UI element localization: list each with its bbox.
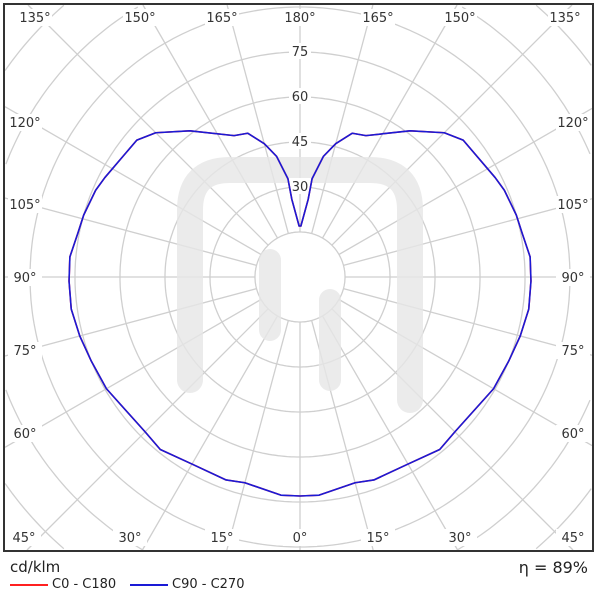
angle-label-bottom: 0° — [293, 531, 308, 546]
legend-item-c90-c270: C90 - C270 — [130, 577, 244, 592]
angle-label-bg — [361, 529, 395, 546]
grid-radial-line — [27, 4, 269, 246]
angle-label-bg — [556, 269, 590, 286]
grid-ring — [535, 4, 592, 66]
value-label-bg — [289, 88, 311, 104]
angle-label-bg — [556, 529, 590, 546]
angle-label-top: 150° — [444, 11, 475, 26]
series-curve-1 — [68, 130, 532, 497]
value-label-bg — [289, 133, 311, 149]
grid-radial-line — [4, 106, 262, 256]
angle-label-top: 165° — [362, 11, 393, 26]
angle-label-bg — [113, 529, 147, 546]
legend-swatch — [130, 583, 168, 586]
angle-label-bottom: 15° — [366, 531, 389, 546]
grid-ring — [535, 488, 592, 550]
angle-label-bg — [556, 425, 590, 442]
angle-label-left: 90° — [13, 271, 36, 286]
radial-tick-label: 75 — [292, 45, 309, 60]
angle-label-right: 90° — [561, 271, 584, 286]
grid-radial-line — [321, 4, 458, 239]
grid-radial-line — [4, 298, 262, 448]
plot-frame — [3, 3, 594, 552]
angle-label-right: 75° — [561, 344, 584, 359]
angle-label-bottom: 45° — [561, 531, 584, 546]
angle-label-bg — [443, 529, 477, 546]
grid-radial-line — [142, 4, 279, 239]
polar-grid — [4, 4, 593, 551]
grid-ring — [5, 6, 139, 165]
efficiency-label: η = 89% — [518, 558, 588, 577]
angle-label-bg — [443, 9, 477, 26]
angle-label-bottom: 15° — [210, 531, 233, 546]
angle-label-top: 150° — [124, 11, 155, 26]
angle-label-left: 120° — [9, 116, 40, 131]
angle-label-bottom: 45° — [12, 531, 35, 546]
angle-label-bg — [361, 9, 395, 26]
angle-label-bg — [8, 269, 42, 286]
grid-ring — [457, 399, 591, 551]
grid-radial-line — [331, 4, 573, 246]
angle-label-top: 180° — [284, 11, 315, 26]
angle-label-top: 135° — [549, 11, 580, 26]
angle-labels: 135° 150° 165° 180° 165° 150° 135° 45° 30° 15° 0° 1… — [7, 9, 590, 546]
unit-label: cd/klm — [10, 558, 61, 576]
angle-label-bg — [8, 425, 42, 442]
angle-label-bg — [205, 9, 239, 26]
angle-label-left: 60° — [13, 427, 36, 442]
angle-label-left: 75° — [13, 344, 36, 359]
radial-tick-label: 60 — [292, 90, 309, 105]
grid-radial-line — [226, 320, 289, 551]
grid-radial-line — [141, 315, 279, 551]
angle-label-top: 135° — [19, 11, 50, 26]
grid-radial-line — [321, 315, 459, 551]
angle-label-bottom: 30° — [118, 531, 141, 546]
grid-radial-line — [331, 308, 574, 551]
angle-label-right: 120° — [557, 116, 588, 131]
grid-radial-line — [338, 298, 593, 447]
grid-ring — [461, 6, 591, 155]
legend-item-c0-c180: C0 - C180 — [10, 577, 116, 592]
angle-label-bg — [205, 529, 239, 546]
angle-label-bg — [18, 9, 52, 26]
grid-radial-line — [338, 107, 593, 256]
angle-label-right: 60° — [561, 427, 584, 442]
grid-ring — [5, 389, 143, 551]
angle-label-bg — [7, 529, 41, 546]
angle-label-bottom: 30° — [448, 531, 471, 546]
value-label-bg — [289, 178, 311, 194]
grid-radial-line — [4, 197, 257, 266]
angle-label-bg — [8, 342, 42, 359]
angle-label-bg — [8, 114, 42, 131]
angle-label-bg — [8, 196, 42, 213]
legend-swatch — [10, 583, 48, 586]
grid-radial-line — [343, 198, 593, 266]
angle-label-bg — [283, 9, 317, 26]
radial-value-labels: 30 45 60 75 — [289, 43, 311, 195]
grid-radial-line — [311, 4, 374, 234]
angle-label-right: 105° — [557, 198, 588, 213]
polar-intensity-chart: 30 45 60 75 135° 150° 165° 180° 165° 150° 135° 45°… — [3, 3, 594, 552]
angle-label-bg — [123, 9, 157, 26]
value-label-bg — [289, 43, 311, 59]
grid-ring — [4, 483, 65, 550]
logo-watermark — [177, 157, 423, 413]
angle-label-bg — [556, 342, 590, 359]
radial-tick-label: 45 — [292, 135, 309, 150]
angle-label-bg — [556, 196, 590, 213]
grid-radial-line — [226, 4, 289, 234]
grid-radial-line — [26, 308, 269, 551]
angle-label-top: 165° — [206, 11, 237, 26]
angle-label-bg — [548, 9, 582, 26]
curves — [68, 130, 532, 497]
grid-ring — [4, 4, 65, 71]
angle-label-bg — [283, 529, 317, 546]
legend-label: C0 - C180 — [52, 577, 117, 592]
angle-label-bg — [556, 114, 590, 131]
angle-label-left: 105° — [9, 198, 40, 213]
radial-tick-label: 30 — [292, 180, 309, 195]
grid-radial-line — [4, 288, 257, 357]
legend-label: C90 - C270 — [172, 577, 245, 592]
grid-radial-line — [343, 288, 593, 356]
